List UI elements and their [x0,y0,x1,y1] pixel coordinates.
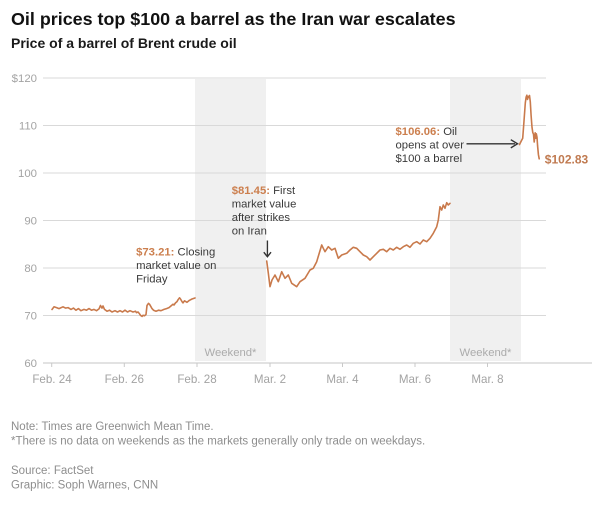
svg-text:market value on: market value on [136,260,216,272]
svg-text:$73.21: Closing: $73.21: Closing [136,247,215,259]
svg-text:Feb. 26: Feb. 26 [105,373,144,386]
svg-text:90: 90 [24,216,37,228]
svg-text:Friday: Friday [136,273,168,285]
svg-text:$102.83: $102.83 [545,153,589,167]
svg-text:*There is no data on weekends: *There is no data on weekends as the mar… [11,436,425,448]
svg-text:Source: FactSet: Source: FactSet [11,465,94,477]
svg-text:Feb. 24: Feb. 24 [32,373,72,386]
svg-text:Mar. 4: Mar. 4 [326,373,359,386]
svg-text:$100 a barrel: $100 a barrel [396,153,463,165]
svg-text:Mar. 2: Mar. 2 [254,373,286,386]
svg-text:70: 70 [24,311,37,323]
svg-text:Weekend*: Weekend* [205,347,258,359]
svg-text:Oil prices top $100 a barrel a: Oil prices top $100 a barrel as the Iran… [11,9,456,29]
svg-text:60: 60 [24,358,37,370]
svg-text:on Iran: on Iran [232,225,267,237]
svg-text:Graphic: Soph Warnes, CNN: Graphic: Soph Warnes, CNN [11,480,158,492]
svg-text:Price of a barrel of Brent cru: Price of a barrel of Brent crude oil [11,35,237,51]
svg-text:100: 100 [18,168,37,180]
svg-text:Weekend*: Weekend* [460,347,513,359]
svg-text:80: 80 [24,263,37,275]
svg-text:Feb. 28: Feb. 28 [177,373,216,386]
svg-text:Mar. 8: Mar. 8 [471,373,503,386]
svg-text:$81.45: First: $81.45: First [232,185,296,197]
svg-text:after strikes: after strikes [232,212,291,224]
svg-text:Mar. 6: Mar. 6 [399,373,431,386]
svg-text:$120: $120 [12,73,37,85]
svg-text:opens at over: opens at over [396,140,465,152]
svg-text:$106.06: Oil: $106.06: Oil [396,126,458,138]
svg-text:110: 110 [19,121,37,133]
svg-text:market value: market value [232,198,297,210]
svg-text:Note: Times are Greenwich Mean: Note: Times are Greenwich Mean Time. [11,421,214,433]
